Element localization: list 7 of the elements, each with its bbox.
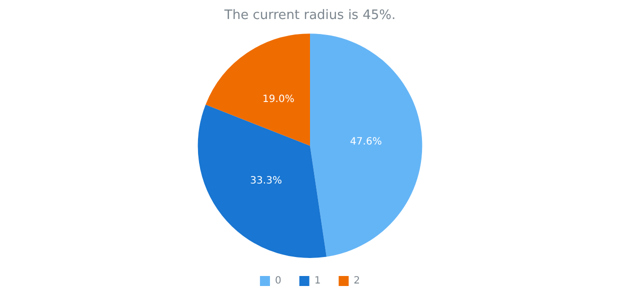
data-label: 19.0% — [262, 94, 294, 106]
data-label: 33.3% — [250, 175, 282, 186]
data-label: 47.6% — [350, 136, 382, 148]
legend-label: 0 — [274, 276, 282, 287]
chart-title: The current radius is 45%. — [223, 8, 396, 24]
legend-label: 2 — [354, 276, 360, 287]
legend-label: 1 — [314, 276, 321, 287]
